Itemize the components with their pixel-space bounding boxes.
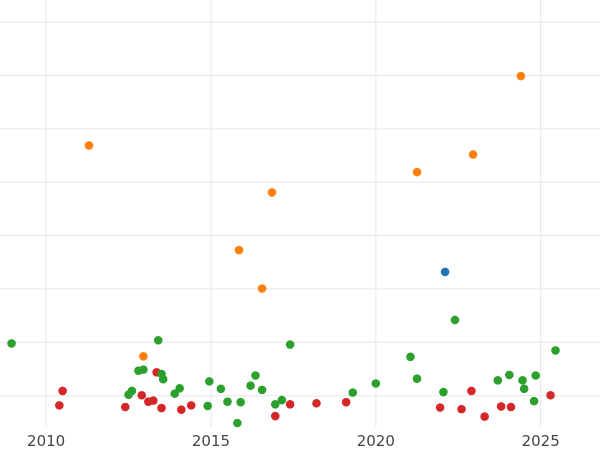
scatter-point	[531, 371, 541, 380]
scatter-point	[551, 346, 560, 355]
scatter-point	[412, 374, 422, 383]
scatter-point	[506, 402, 516, 412]
scatter-point	[216, 384, 226, 394]
scatter-point	[457, 404, 466, 414]
scatter-point	[139, 351, 148, 361]
scatter-point	[127, 386, 137, 396]
scatter-point	[270, 400, 280, 409]
scatter-point	[7, 339, 16, 348]
scatter-point	[285, 400, 295, 409]
x-tick-label: 2025	[522, 432, 560, 450]
scatter-point	[439, 387, 448, 397]
scatter-point	[58, 386, 67, 396]
x-tick-label: 2015	[192, 432, 230, 450]
scatter-point	[348, 388, 358, 397]
scatter-point	[205, 377, 214, 386]
scatter-point	[153, 335, 163, 345]
scatter-point	[246, 381, 255, 390]
scatter-point	[257, 284, 267, 293]
scatter-point	[158, 374, 168, 384]
scatter-point	[175, 384, 184, 393]
scatter-point	[450, 315, 460, 325]
scatter-point	[223, 397, 232, 406]
scatter-point	[251, 371, 260, 380]
scatter-point	[468, 150, 478, 159]
scatter-point	[371, 379, 381, 388]
scatter-point	[270, 411, 280, 421]
scatter-point	[257, 385, 267, 395]
gridlines	[0, 0, 600, 427]
scatter-point	[285, 340, 295, 349]
scatter-point	[186, 401, 196, 410]
scatter-point	[493, 376, 503, 385]
scatter-point	[120, 402, 130, 412]
scatter-point	[480, 412, 489, 421]
x-tick-label: 2020	[357, 432, 395, 450]
scatter-point	[267, 188, 277, 197]
scatter-point	[236, 397, 245, 407]
scatter-point	[233, 418, 242, 428]
scatter-point	[412, 167, 422, 177]
x-tick-label: 2010	[27, 432, 65, 450]
scatter-point	[546, 390, 555, 400]
scatter-point	[440, 267, 450, 277]
scatter-point	[84, 141, 94, 150]
data-points	[7, 71, 560, 428]
scatter-point	[157, 403, 166, 413]
scatter-point	[277, 395, 287, 405]
scatter-point	[341, 397, 351, 407]
x-axis-ticks: 2010 2015 2020 2025	[27, 432, 560, 450]
scatter-point	[234, 245, 244, 255]
scatter-point	[55, 401, 64, 410]
scatter-point	[139, 365, 148, 374]
scatter-point	[148, 396, 158, 405]
scatter-point	[518, 376, 527, 385]
scatter-point	[203, 401, 212, 411]
scatter-point	[505, 370, 514, 380]
scatter-point	[519, 384, 529, 394]
scatter-point	[312, 398, 321, 408]
scatter-point	[496, 402, 506, 411]
scatter-point	[406, 352, 415, 362]
scatter-point	[467, 386, 476, 396]
scatter-point	[177, 405, 186, 414]
scatter-point	[435, 403, 445, 412]
scatter-point	[516, 71, 526, 81]
scatter-point	[137, 390, 147, 400]
scatter-point	[529, 396, 539, 406]
